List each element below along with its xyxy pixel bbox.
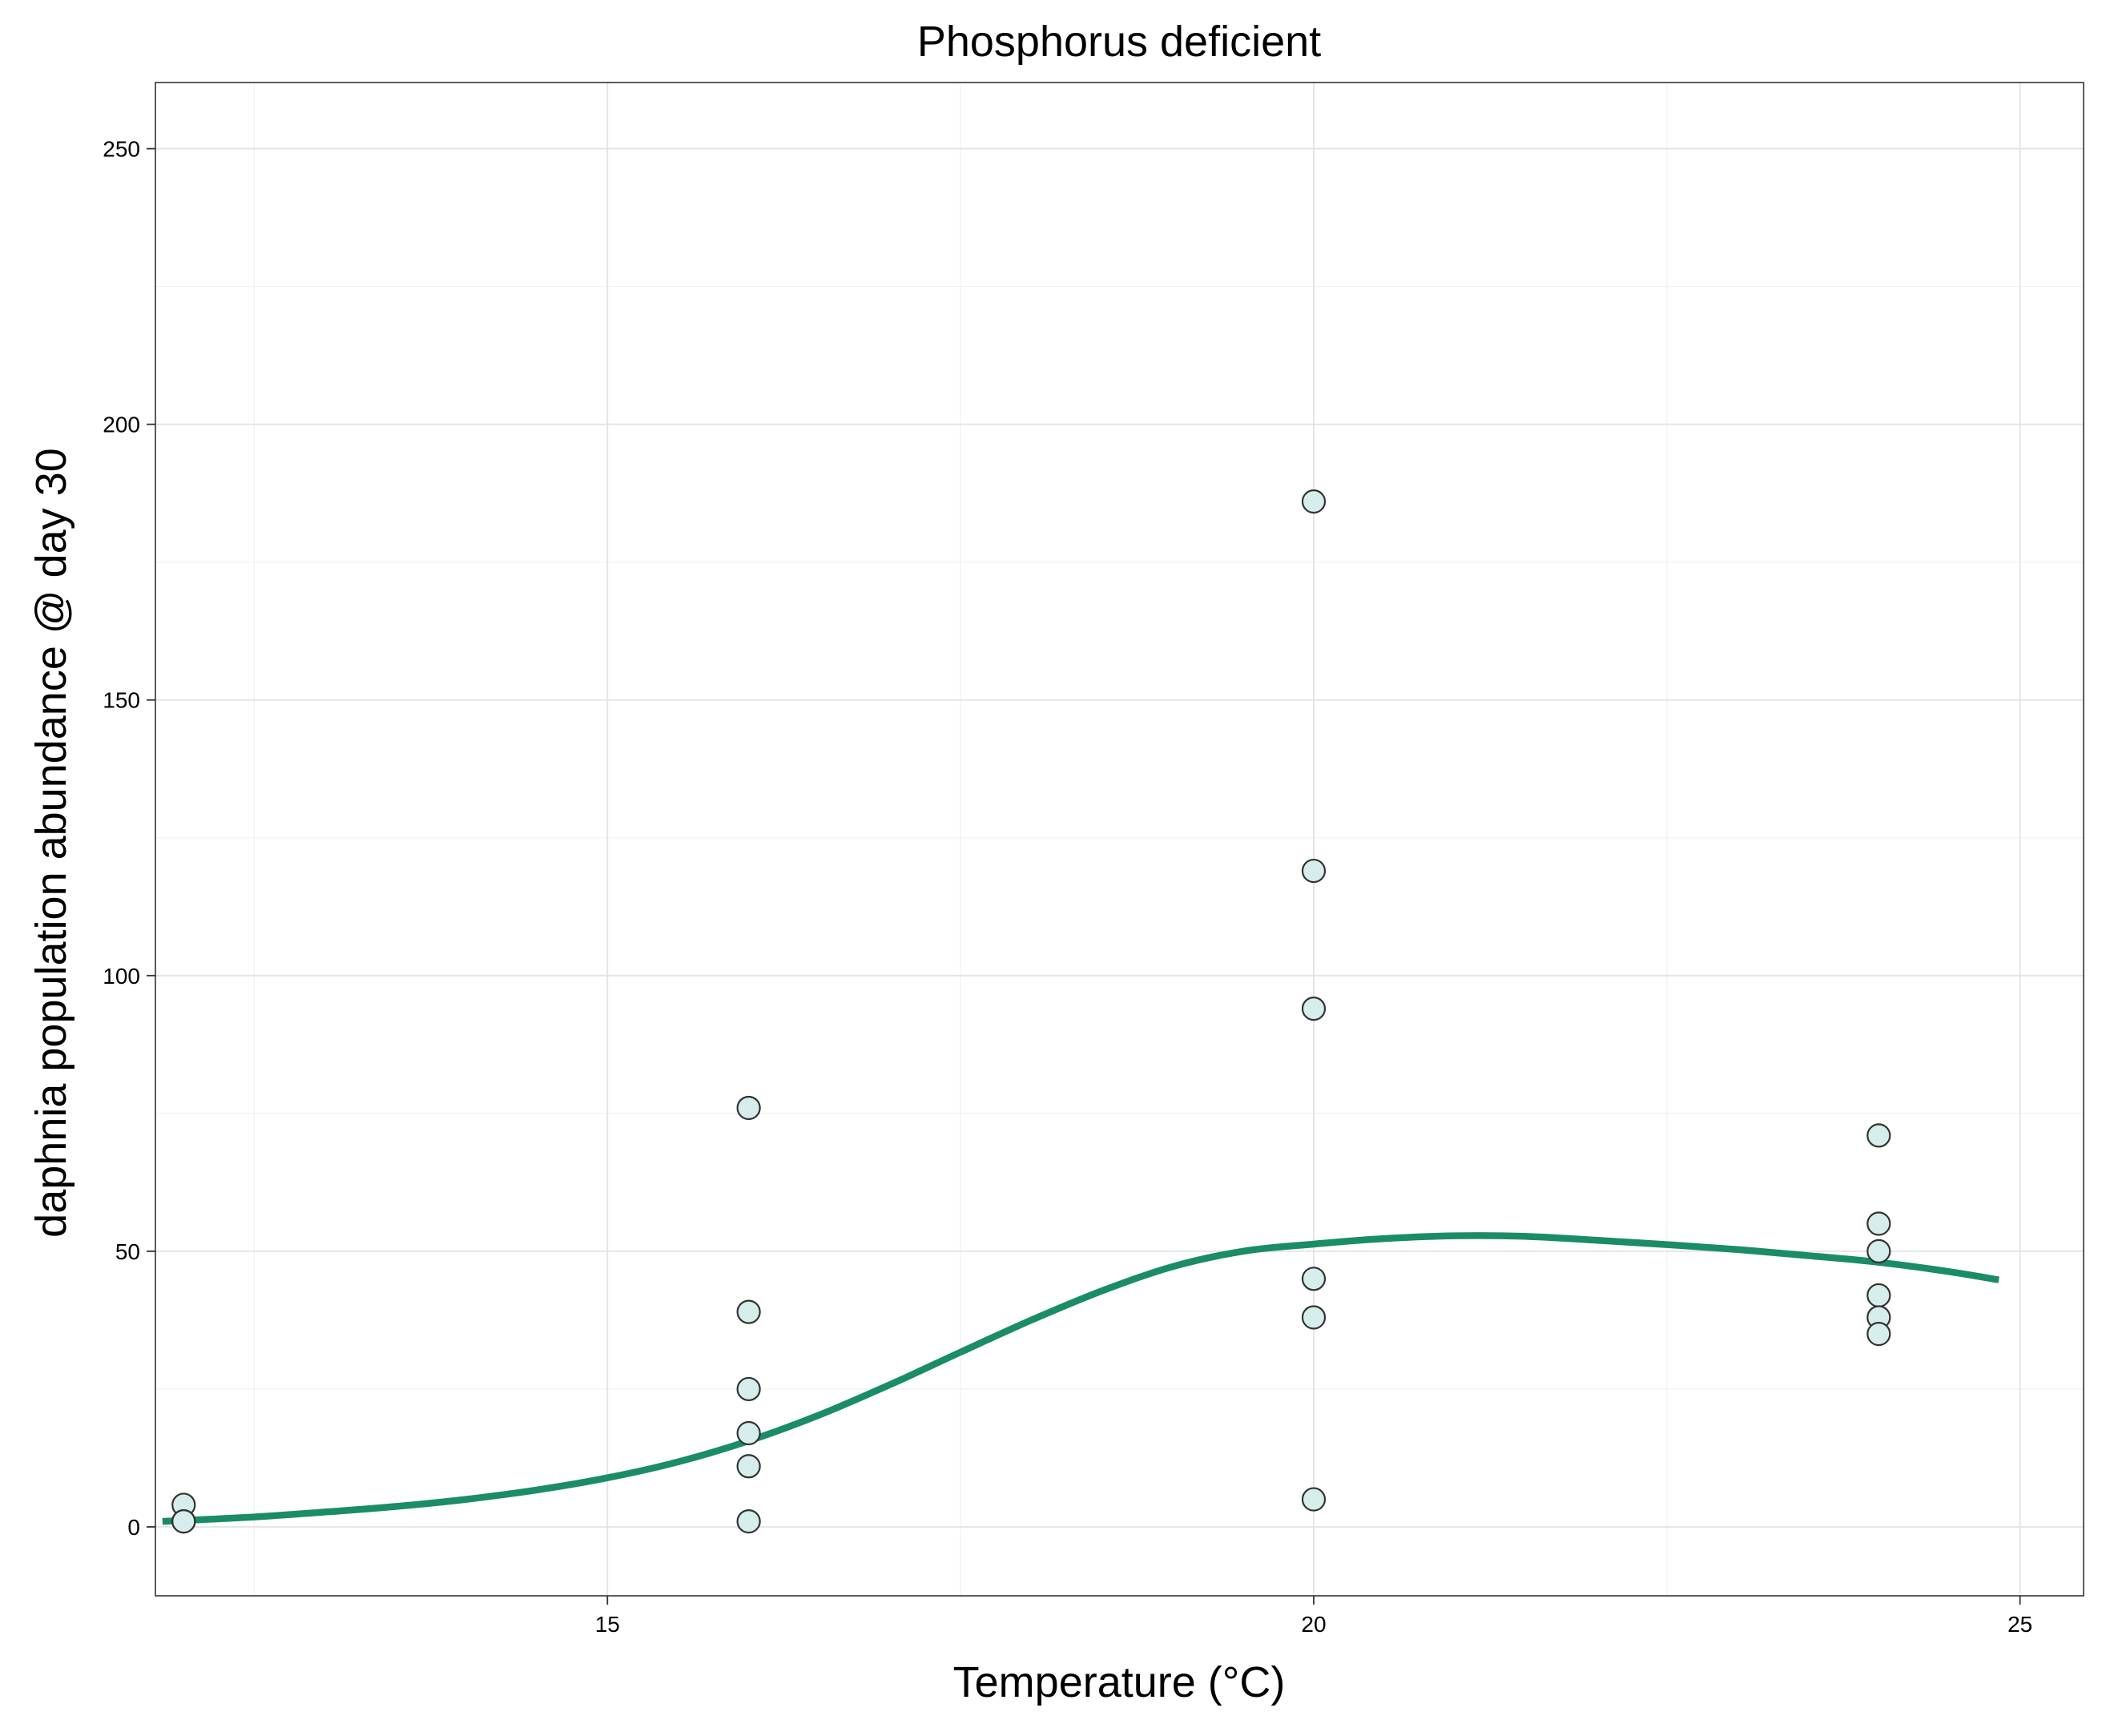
data-point	[1301, 1487, 1327, 1512]
data-point	[1301, 1305, 1327, 1330]
data-point	[1866, 1123, 1891, 1148]
data-point	[1866, 1322, 1891, 1347]
y-axis-title: daphnia population abundance @ day 30	[27, 448, 75, 1238]
data-point	[736, 1454, 761, 1479]
data-point	[736, 1095, 761, 1121]
fitted-curve-group	[162, 1232, 1999, 1525]
data-point	[1301, 997, 1327, 1021]
data-point	[736, 1508, 761, 1534]
y-tick-label: 50	[115, 1239, 140, 1264]
data-point	[171, 1508, 196, 1534]
data-point	[1301, 489, 1327, 514]
data-point	[1866, 1211, 1891, 1236]
y-tick-label: 0	[127, 1515, 140, 1540]
x-tick-label: 20	[1301, 1612, 1326, 1637]
data-point	[1866, 1239, 1891, 1263]
plot-panel-border	[155, 82, 2084, 1597]
y-tick-label: 100	[103, 964, 140, 989]
x-axis-title: Temperature (°C)	[953, 1658, 1286, 1706]
data-points	[171, 489, 1891, 1534]
data-point	[736, 1376, 761, 1402]
data-point	[1301, 1267, 1327, 1291]
x-tick-label: 25	[2007, 1612, 2032, 1637]
data-point	[1301, 858, 1327, 884]
y-tick-label: 250	[103, 137, 140, 162]
y-tick-label: 150	[103, 688, 140, 713]
chart-title: Phosphorus deficient	[917, 18, 1321, 66]
data-point	[1866, 1283, 1891, 1308]
fitted-curve-line	[162, 1232, 1999, 1525]
data-point	[736, 1299, 761, 1324]
data-point	[736, 1420, 761, 1446]
x-tick-label: 15	[595, 1612, 620, 1637]
y-tick-label: 200	[103, 413, 140, 437]
